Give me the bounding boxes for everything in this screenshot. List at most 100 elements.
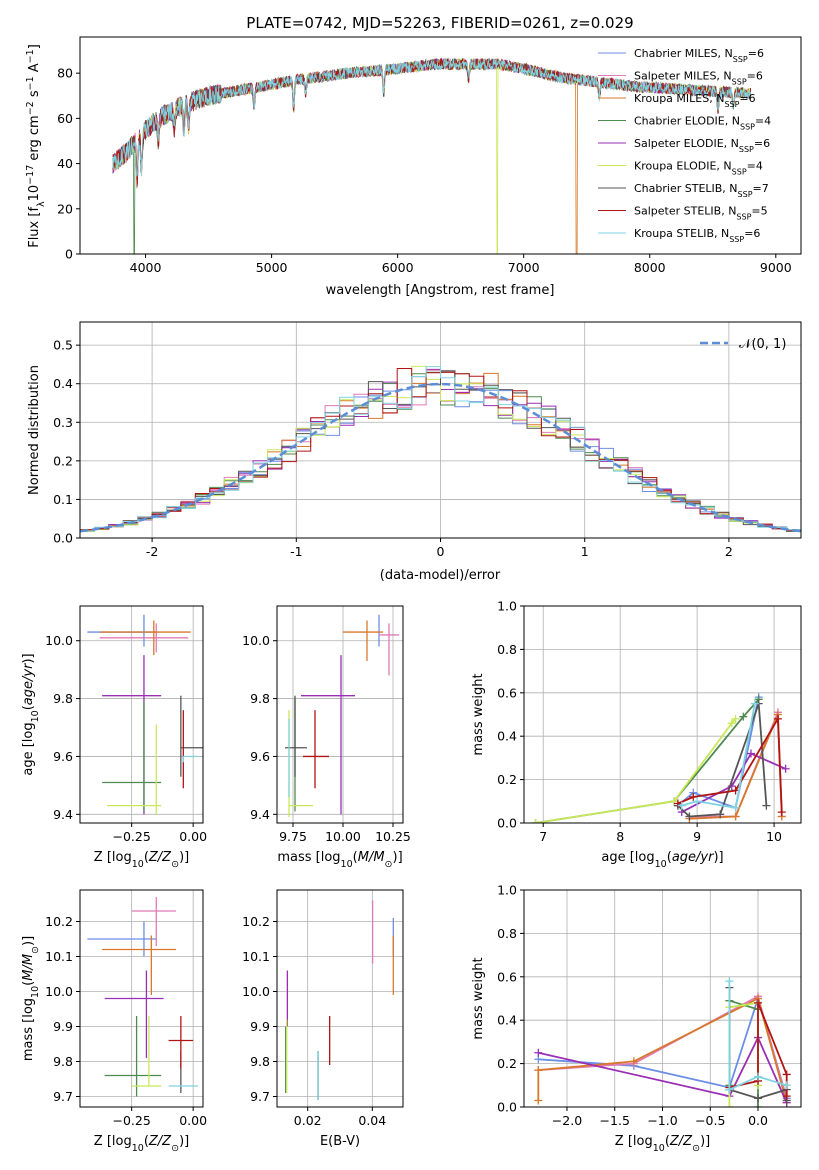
y-tick-label: 0.1 [53, 492, 73, 507]
x-axis-label: Z [log10(Z/Z⊙)] [615, 1134, 710, 1154]
label-part: 10 [132, 859, 144, 870]
x-axis-label: Z [log10(Z/Z⊙)] [94, 1134, 189, 1154]
label-part: )] [700, 1134, 710, 1149]
x-tick-label: 1 [581, 544, 589, 559]
weight-marker [781, 764, 790, 773]
label-part: A [27, 63, 42, 76]
weight-marker [727, 719, 736, 728]
label-part: age [log [21, 722, 36, 775]
y-tick-label: 9.6 [53, 749, 73, 764]
y-tick-label: 10.0 [45, 984, 73, 999]
label-part: ( [144, 1134, 149, 1149]
label-part: ⊙ [171, 1143, 179, 1154]
label-part: mass [log [21, 998, 36, 1061]
y-tick-label: 0.2 [497, 772, 517, 787]
weight-marker [777, 808, 786, 817]
legend-label: Salpeter STELIB, NSSP=5 [634, 205, 768, 222]
y-tick-label: 1.0 [497, 599, 517, 614]
chart-z_age: −0.25 0.009.49.69.810.0Z [log10(Z/Z⊙)]age… [21, 605, 207, 870]
legend-sub: SSP [739, 145, 754, 154]
x-tick-label: 7 [539, 829, 547, 844]
label-part: ( [667, 850, 672, 865]
weight-marker [731, 714, 740, 723]
weight-line [677, 696, 760, 809]
label-part: ⊙ [385, 859, 393, 870]
axes-frame [523, 605, 802, 824]
weight-line [538, 1035, 788, 1104]
legend-sub: SSP [732, 167, 747, 176]
label-part: ( [353, 850, 358, 865]
axes-frame [276, 889, 404, 1108]
legend-label: Chabrier STELIB, NSSP=7 [634, 182, 769, 199]
x-tick-label: 4000 [130, 260, 162, 275]
chart-mass_age: 9.75 10.00 10.25 9.4 9.6 9.8 10.0 mass [log10(M… [242, 605, 411, 870]
histogram-step [80, 365, 801, 532]
legend-sub: SSP [736, 212, 751, 221]
weight-marker [531, 819, 540, 823]
plot-area [87, 897, 199, 1097]
x-tick-label: 10.25 [375, 829, 411, 844]
weight-marker [725, 1103, 734, 1107]
y-axis-label: Flux [fλ10−17 erg cm−2 s−1 A−1] [25, 44, 47, 248]
label-part: Z/Z [148, 850, 172, 865]
y-tick-label: 0 [65, 247, 73, 262]
axes-frame [79, 605, 204, 824]
label-part: E(B-V) [320, 1134, 360, 1149]
y-tick-label: 10.0 [242, 984, 270, 999]
x-tick-label: 10 [766, 829, 782, 844]
y-tick-label: 0.4 [53, 376, 73, 391]
x-tick-label: -1 [290, 544, 302, 559]
x-tick-label: 9 [693, 829, 701, 844]
label-part: )] [393, 850, 403, 865]
plot-area [285, 900, 394, 1100]
chart-spectrum: 4000 5000 6000 7000 8000 9000 0 20 40 60 80 wavelen… [25, 36, 802, 298]
label-part: −17 [25, 165, 36, 185]
x-tick-label: 0.00 [179, 829, 207, 844]
weight-marker [762, 801, 771, 810]
legend-sub: SSP [738, 190, 753, 199]
plot-area [285, 614, 399, 818]
y-tick-label: 80 [57, 66, 73, 81]
weight-marker [693, 797, 702, 806]
label-part: age/yr [672, 850, 715, 865]
weight-marker [629, 1057, 638, 1066]
chart-ebv_mass: 0.02 0.04 9.7 9.8 9.9 10.0 10.1 10.2 E(B-V) [242, 889, 404, 1149]
weight-marker [746, 749, 755, 758]
plot-area [534, 977, 791, 1107]
x-axis-label: Z [log10(Z/Z⊙)] [94, 850, 189, 870]
weight-marker [754, 1094, 763, 1103]
label-part: M/M [21, 954, 36, 981]
legend-tail: =6 [739, 92, 755, 105]
weight-marker [725, 977, 734, 986]
label-part: )] [21, 936, 36, 946]
chart-z_weight: −2.0 −1.5 −1.0 −0.5 0.0 0.0 0.2 0.4 0.6 0.8 1.0 Z [… [471, 883, 802, 1154]
weight-marker [731, 812, 740, 821]
legend-sub: SSP [724, 100, 739, 109]
legend-tail: =6 [744, 227, 760, 240]
label-part: 10 [341, 859, 353, 870]
label-part: M/M [358, 850, 385, 865]
y-tick-label: 0.0 [53, 531, 73, 546]
y-tick-label: 9.4 [53, 807, 73, 822]
legend-tail: =6 [748, 47, 764, 60]
y-tick-label: 9.7 [53, 1089, 73, 1104]
label-part: −1 [25, 76, 36, 90]
label-part: Z [log [615, 1134, 653, 1149]
x-tick-label: 10.00 [325, 829, 361, 844]
chart-z_mass: −0.25 0.009.79.89.910.010.110.2Z [log10(Z… [21, 889, 207, 1154]
x-tick-label: −0.25 [113, 829, 151, 844]
legend-text: Chabrier STELIB, N [634, 182, 738, 195]
label-part: ⊙ [171, 859, 179, 870]
label-part: ⊙ [30, 946, 41, 954]
label-part: Z [log [94, 1134, 132, 1149]
x-tick-label: 2 [725, 544, 733, 559]
y-axis-label: age [log10(age/yr)] [21, 653, 41, 775]
legend-label: Chabrier MILES, NSSP=6 [634, 47, 764, 64]
y-tick-label: 10.0 [242, 633, 270, 648]
label-part: 10 [30, 986, 41, 998]
label-part: 10 [27, 185, 42, 202]
label-part: ( [665, 1134, 670, 1149]
y-tick-label: 9.8 [250, 691, 270, 706]
legend-label: Kroupa ELODIE, NSSP=4 [634, 160, 763, 177]
